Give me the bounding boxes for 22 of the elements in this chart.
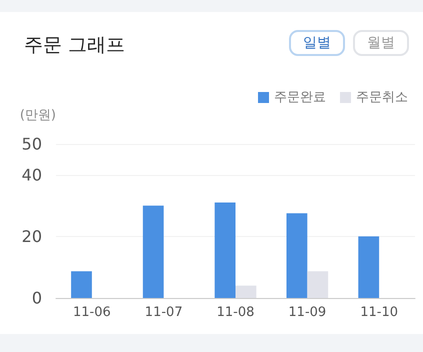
legend-label: 주문취소	[356, 90, 408, 105]
bar	[307, 271, 328, 298]
y-axis-title: (만원)	[20, 108, 56, 123]
x-tick-label: 11-10	[360, 305, 398, 320]
x-tick-label: 11-09	[288, 305, 326, 320]
x-tick-label: 11-06	[73, 305, 111, 320]
bar	[71, 271, 92, 298]
x-tick-label: 11-08	[216, 305, 254, 320]
legend-label: 주문완료	[274, 90, 326, 105]
x-tick-label: 11-07	[144, 305, 183, 320]
y-tick-label: 50	[22, 134, 42, 154]
y-tick-label: 40	[22, 165, 42, 184]
bar	[358, 236, 380, 298]
chart-title: 주문 그래프	[24, 33, 126, 58]
y-tick-label: 20	[22, 226, 42, 246]
y-tick-label: 0	[32, 288, 42, 308]
bar	[214, 202, 236, 298]
toggle-button: 일별	[289, 30, 345, 56]
toggle-button: 월별	[353, 30, 409, 56]
bar	[286, 213, 308, 298]
bar	[142, 206, 164, 298]
bar	[236, 286, 256, 298]
